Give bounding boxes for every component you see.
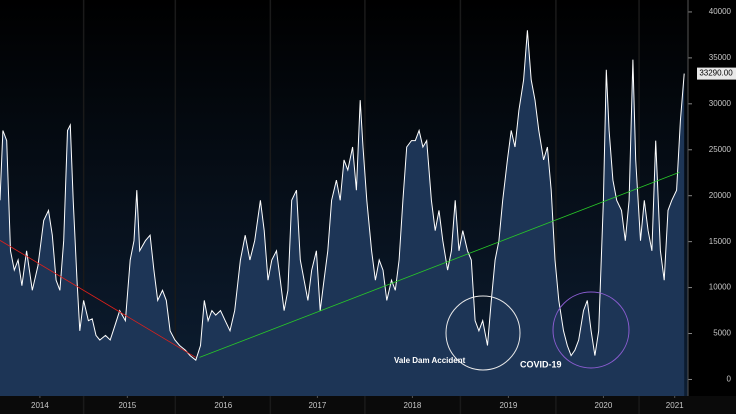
y-tick-label: 25000 bbox=[709, 145, 732, 154]
highlight-circle bbox=[552, 291, 630, 369]
y-tick-label: 15000 bbox=[709, 237, 732, 246]
x-tick-label: 2018 bbox=[404, 401, 422, 410]
x-axis-strip bbox=[0, 396, 736, 414]
annotation: COVID-19 bbox=[520, 359, 562, 369]
area bbox=[0, 30, 685, 397]
y-tick-label: 40000 bbox=[709, 7, 732, 16]
x-tick-label: 2015 bbox=[118, 401, 136, 410]
y-tick-label: 20000 bbox=[709, 191, 732, 200]
y-tick-label: 10000 bbox=[709, 283, 732, 292]
line bbox=[0, 30, 685, 362]
y-tick-label: 30000 bbox=[709, 99, 732, 108]
x-tick-label: 2017 bbox=[308, 401, 326, 410]
highlight-circle bbox=[445, 295, 521, 371]
y-tick-label: 35000 bbox=[709, 53, 732, 62]
x-tick-label: 2014 bbox=[31, 401, 49, 410]
x-tick-label: 2019 bbox=[499, 401, 517, 410]
last-value-label: 33290.00 bbox=[699, 69, 733, 78]
annotation: Vale Dam Accident bbox=[394, 356, 466, 365]
x-tick-label: 2020 bbox=[595, 401, 613, 410]
y-tick-label: 5000 bbox=[713, 329, 731, 338]
last-value-badge bbox=[697, 67, 736, 80]
trend-line bbox=[199, 171, 680, 358]
x-tick-label: 2016 bbox=[214, 401, 232, 410]
y-tick-label: 0 bbox=[727, 375, 732, 384]
trend-line bbox=[0, 240, 196, 358]
x-tick-label: 2021 bbox=[666, 401, 684, 410]
